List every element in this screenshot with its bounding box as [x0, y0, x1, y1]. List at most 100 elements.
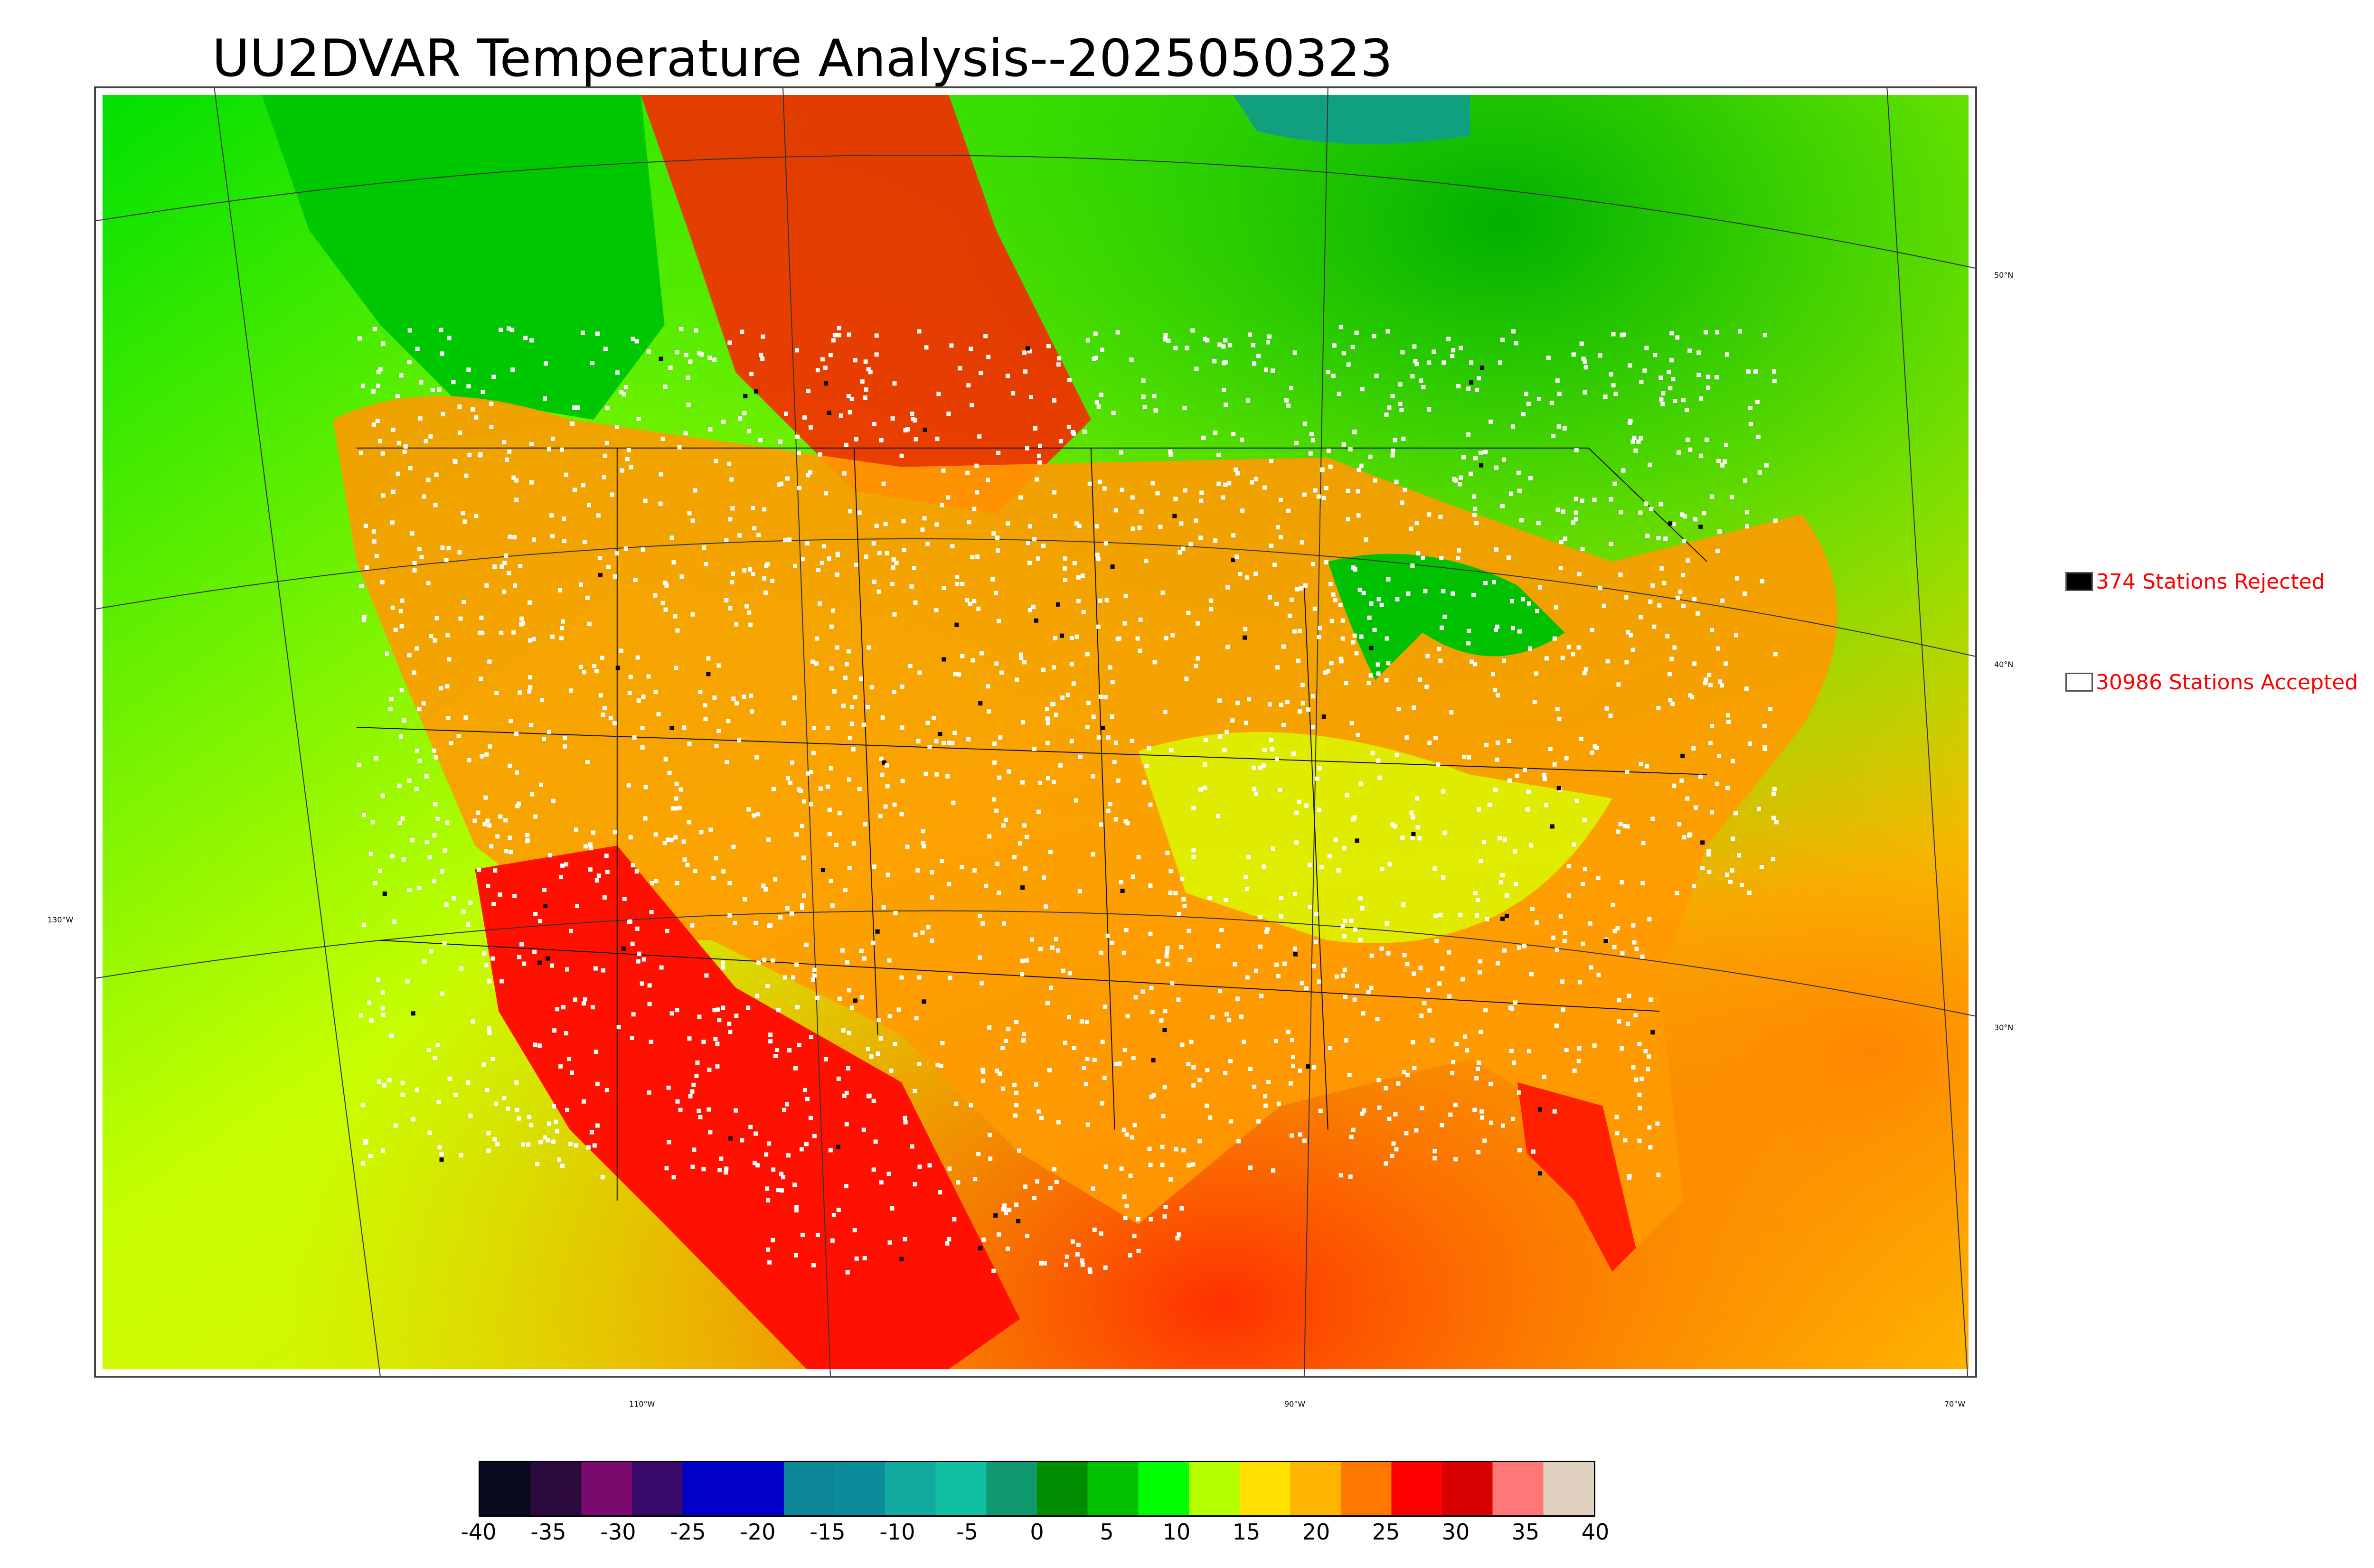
station-marker	[969, 347, 973, 351]
station-marker	[1509, 599, 1514, 603]
station-marker	[1453, 1157, 1458, 1162]
station-marker	[1747, 741, 1752, 746]
station-marker	[814, 661, 819, 666]
temperature-map[interactable]	[94, 86, 1977, 1378]
station-marker	[391, 489, 396, 494]
station-marker	[479, 615, 484, 620]
station-marker	[525, 833, 530, 837]
station-marker	[823, 491, 828, 496]
station-marker	[747, 429, 752, 433]
station-marker	[1403, 488, 1407, 492]
station-marker	[690, 1089, 695, 1094]
station-marker	[1173, 497, 1178, 501]
station-marker	[843, 676, 848, 680]
station-marker	[1356, 489, 1360, 494]
station-marker	[1696, 350, 1701, 355]
station-marker	[838, 413, 843, 418]
station-marker	[812, 967, 817, 972]
station-marker	[1681, 398, 1686, 403]
station-marker	[1463, 1034, 1468, 1039]
station-marker	[1045, 1001, 1050, 1005]
station-marker	[1675, 335, 1680, 340]
station-marker	[1536, 397, 1541, 402]
station-marker	[1519, 518, 1524, 523]
station-marker	[632, 735, 637, 740]
station-marker	[1476, 1150, 1481, 1155]
station-marker	[424, 439, 428, 443]
station-marker	[1451, 591, 1455, 596]
station-marker	[1000, 1046, 1005, 1051]
station-marker	[1639, 380, 1644, 385]
station-marker	[439, 686, 443, 691]
station-marker	[1421, 556, 1425, 561]
station-marker	[1191, 1083, 1196, 1088]
station-marker	[979, 371, 983, 376]
station-marker	[598, 573, 603, 577]
station-marker	[614, 424, 619, 429]
station-marker	[1670, 702, 1675, 706]
station-marker	[1656, 536, 1661, 541]
station-marker	[1173, 346, 1178, 350]
station-marker	[812, 973, 817, 978]
station-marker	[634, 339, 639, 344]
station-marker	[846, 394, 851, 399]
station-marker	[1613, 392, 1618, 396]
station-marker	[659, 965, 664, 970]
station-marker	[1031, 604, 1036, 609]
station-marker	[818, 452, 822, 457]
station-marker	[1717, 753, 1722, 758]
station-marker	[1188, 542, 1193, 547]
station-marker	[397, 821, 402, 826]
station-marker	[1685, 408, 1689, 412]
station-marker	[955, 574, 960, 579]
station-marker	[662, 841, 667, 845]
station-marker	[912, 566, 916, 571]
station-marker	[751, 572, 755, 576]
station-marker	[453, 1092, 458, 1097]
station-marker	[1217, 698, 1222, 703]
station-marker	[1612, 929, 1617, 933]
station-marker	[1223, 1070, 1228, 1075]
station-marker	[627, 920, 631, 924]
station-marker	[1014, 1103, 1019, 1108]
station-marker	[1390, 1154, 1394, 1158]
station-marker	[1447, 994, 1452, 999]
station-marker	[1173, 891, 1178, 895]
station-marker	[1762, 746, 1767, 751]
station-marker	[1346, 362, 1351, 367]
station-marker	[510, 328, 515, 332]
station-marker	[1189, 1040, 1194, 1044]
station-marker	[954, 1101, 959, 1106]
station-marker	[463, 715, 468, 720]
station-marker	[649, 910, 654, 914]
station-marker	[1681, 573, 1686, 577]
station-marker	[829, 766, 833, 770]
station-marker	[602, 895, 607, 900]
station-marker	[492, 564, 497, 569]
station-marker	[966, 737, 971, 742]
station-marker	[1513, 882, 1518, 887]
station-marker	[1494, 465, 1499, 470]
station-marker	[1181, 897, 1186, 901]
station-marker	[924, 345, 929, 350]
station-marker	[1658, 502, 1663, 507]
station-marker	[1730, 868, 1735, 873]
station-marker	[1718, 679, 1723, 684]
station-marker	[601, 713, 605, 717]
station-marker	[1696, 373, 1701, 377]
station-marker	[537, 1043, 542, 1048]
station-marker	[997, 619, 1001, 623]
station-marker	[1528, 476, 1533, 480]
station-marker	[1768, 707, 1772, 712]
station-marker	[631, 337, 635, 341]
station-marker	[887, 1240, 892, 1245]
station-marker	[697, 1108, 701, 1113]
station-marker	[862, 1256, 867, 1260]
station-marker	[1503, 837, 1507, 842]
station-marker	[1219, 928, 1224, 932]
station-marker	[560, 1164, 565, 1168]
station-marker	[1351, 640, 1356, 645]
station-marker	[996, 548, 1000, 553]
station-marker	[1029, 395, 1034, 400]
station-marker	[900, 725, 904, 730]
